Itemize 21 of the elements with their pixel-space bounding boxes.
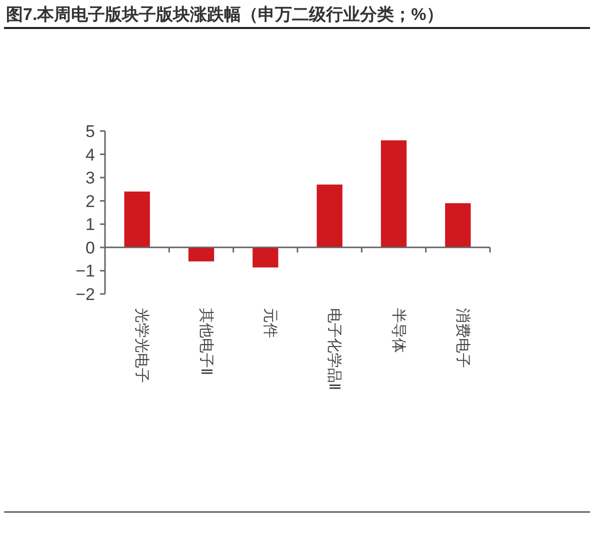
chart-title: 图7.本周电子版块子版块涨跌幅（申万二级行业分类；%） [6, 5, 444, 24]
y-tick-label: 0 [86, 238, 95, 258]
x-tick-label: 元件 [261, 308, 278, 338]
x-tick-label: 半导体 [390, 308, 407, 353]
y-tick-label: 3 [86, 168, 95, 188]
bar [124, 192, 150, 248]
x-tick-label: 电子化学品Ⅱ [326, 308, 343, 390]
x-tick-label: 其他电子Ⅱ [197, 308, 214, 375]
y-tick-label: 1 [86, 215, 95, 234]
bar [188, 247, 214, 262]
bar [380, 140, 407, 248]
y-tick-label: −2 [76, 285, 95, 304]
y-tick-label: 4 [86, 145, 95, 164]
bar [316, 184, 342, 248]
bar [445, 203, 471, 248]
y-tick-label: 2 [86, 192, 95, 211]
x-tick-label: 消费电子 [454, 308, 471, 368]
x-tick-label: 光学光电子 [133, 308, 150, 383]
y-tick-label: 5 [86, 122, 95, 141]
bar [252, 247, 278, 268]
y-tick-label: −1 [76, 262, 95, 281]
